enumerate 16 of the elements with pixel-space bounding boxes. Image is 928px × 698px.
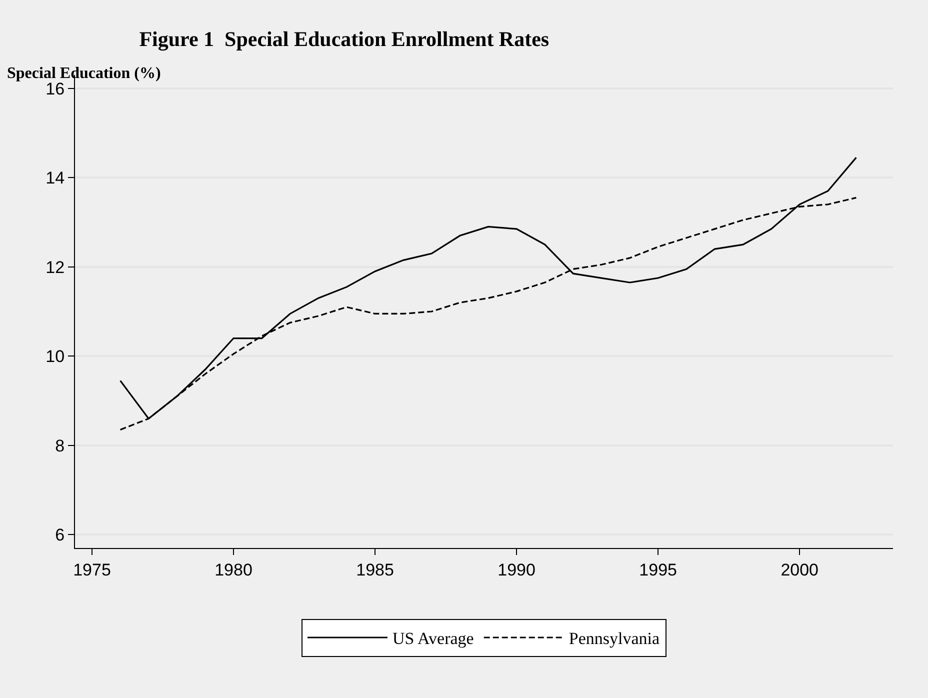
y-axis-title: Special Education (%) xyxy=(7,65,161,82)
legend-label: US Average xyxy=(392,629,474,648)
x-tick-label: 2000 xyxy=(780,560,819,580)
x-tick-label: 1990 xyxy=(498,560,536,580)
chart-title: Figure 1 Special Education Enrollment Rates xyxy=(139,27,550,52)
x-tick-label: 1980 xyxy=(214,560,252,580)
x-tick-label: 1975 xyxy=(73,560,111,580)
y-tick-label: 14 xyxy=(46,168,65,188)
y-tick-label: 8 xyxy=(55,436,65,456)
x-tick-label: 1985 xyxy=(356,560,394,580)
y-tick-label: 16 xyxy=(46,79,65,98)
x-tick-label: 1995 xyxy=(639,560,677,580)
y-tick-label: 6 xyxy=(55,526,65,545)
y-tick-label: 10 xyxy=(46,347,65,366)
legend-label: Pennsylvania xyxy=(568,629,660,648)
y-tick-label: 12 xyxy=(46,258,65,277)
